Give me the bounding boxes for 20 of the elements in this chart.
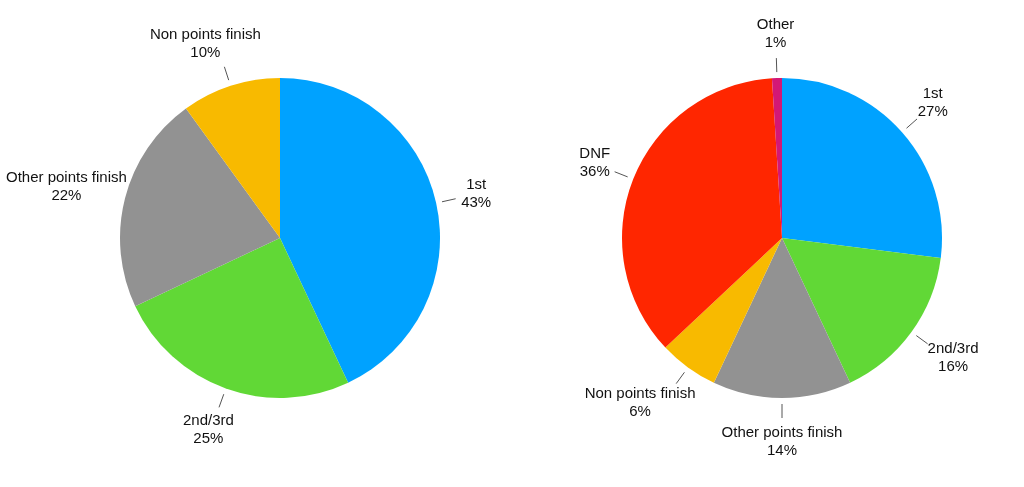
slice-label: Other <box>756 15 795 33</box>
data-label: 16% <box>938 357 969 375</box>
data-label: 36% <box>579 162 610 180</box>
data-label: 43% <box>461 192 492 210</box>
slice-label: Non points finish <box>149 25 261 43</box>
data-label: 14% <box>766 441 798 459</box>
slice-label: DNF <box>579 144 611 162</box>
slice-label: 1st <box>922 84 944 102</box>
data-label: 6% <box>629 402 651 420</box>
slice-label: Other points finish <box>721 423 843 441</box>
data-label: 10% <box>190 43 221 61</box>
slice-label: Non points finish <box>584 384 696 402</box>
data-label: 25% <box>193 429 224 447</box>
data-label: 1% <box>764 33 787 51</box>
slice-label: 2nd/3rd <box>182 411 234 429</box>
slice-label: 1st <box>466 174 487 192</box>
slice-label: Other points finish <box>5 168 127 186</box>
slice-label: 2nd/3rd <box>927 339 979 357</box>
data-label: 27% <box>917 102 948 120</box>
data-label: 22% <box>51 186 82 204</box>
